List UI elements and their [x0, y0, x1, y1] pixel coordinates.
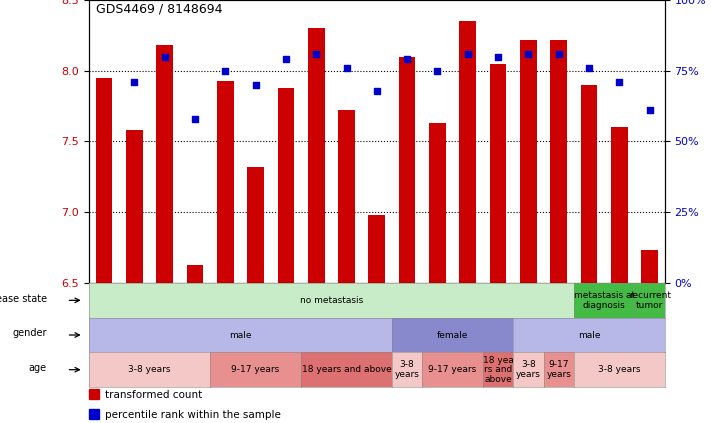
Text: female: female: [437, 330, 469, 340]
Bar: [581, 85, 597, 283]
Bar: [156, 45, 173, 283]
Point: [493, 53, 504, 60]
Point: [583, 65, 594, 71]
Text: male: male: [229, 330, 252, 340]
Point: [432, 67, 443, 74]
Bar: [429, 123, 446, 283]
Text: disease state: disease state: [0, 294, 47, 304]
Point: [371, 87, 383, 94]
Point: [644, 107, 656, 114]
Point: [280, 56, 292, 63]
Point: [189, 115, 201, 122]
Text: 18 yea
rs and
above: 18 yea rs and above: [483, 355, 513, 384]
Point: [159, 53, 171, 60]
Point: [402, 56, 413, 63]
Bar: [89, 389, 99, 399]
Bar: [247, 167, 264, 283]
Text: percentile rank within the sample: percentile rank within the sample: [105, 410, 281, 420]
Bar: [338, 110, 355, 283]
Bar: [277, 88, 294, 283]
Point: [523, 50, 534, 57]
Text: 9-17 years: 9-17 years: [232, 365, 279, 374]
Text: 3-8
years: 3-8 years: [516, 360, 541, 379]
Point: [129, 79, 140, 85]
Text: GDS4469 / 8148694: GDS4469 / 8148694: [96, 2, 223, 15]
Text: gender: gender: [12, 328, 47, 338]
Text: 9-17
years: 9-17 years: [546, 360, 571, 379]
Text: 3-8 years: 3-8 years: [128, 365, 171, 374]
Point: [220, 67, 231, 74]
Text: 3-8
years: 3-8 years: [395, 360, 419, 379]
Bar: [550, 40, 567, 283]
Text: 9-17 years: 9-17 years: [429, 365, 477, 374]
Text: recurrent
tumor: recurrent tumor: [629, 291, 670, 310]
Text: no metastasis: no metastasis: [300, 296, 363, 305]
Bar: [126, 130, 143, 283]
Bar: [459, 21, 476, 283]
Bar: [89, 409, 99, 419]
Bar: [641, 250, 658, 283]
Point: [553, 50, 565, 57]
Bar: [96, 78, 112, 283]
Text: age: age: [29, 363, 47, 373]
Text: 18 years and above: 18 years and above: [301, 365, 391, 374]
Text: transformed count: transformed count: [105, 390, 202, 400]
Bar: [399, 57, 415, 283]
Point: [311, 50, 322, 57]
Bar: [611, 127, 628, 283]
Bar: [490, 64, 506, 283]
Text: metastasis at
diagnosis: metastasis at diagnosis: [574, 291, 635, 310]
Text: 3-8 years: 3-8 years: [598, 365, 641, 374]
Bar: [368, 215, 385, 283]
Point: [614, 79, 625, 85]
Bar: [217, 81, 234, 283]
Text: male: male: [578, 330, 600, 340]
Point: [341, 65, 352, 71]
Point: [250, 82, 261, 88]
Point: [462, 50, 474, 57]
Bar: [308, 28, 324, 283]
Bar: [520, 40, 537, 283]
Bar: [186, 265, 203, 283]
